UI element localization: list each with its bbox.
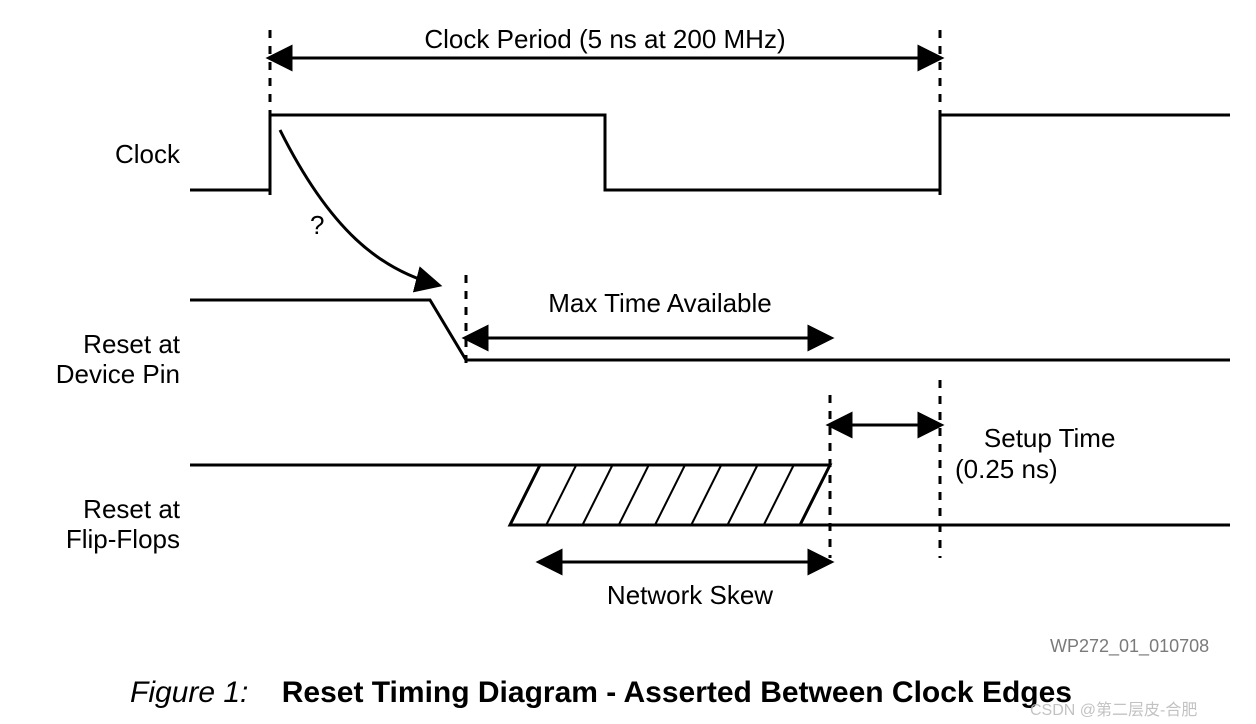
figure-caption: Figure 1: Reset Timing Diagram - Asserte… [130, 676, 1072, 710]
figure-ref: WP272_01_010708 [1050, 636, 1209, 657]
figure-title: Reset Timing Diagram - Asserted Between … [282, 676, 1072, 709]
reset-ff-label-text: Reset at Flip-Flops [66, 494, 180, 554]
timing-diagram-svg [0, 0, 1256, 724]
network-skew-text: Network Skew [560, 580, 820, 611]
clock-label-text: Clock [115, 139, 180, 169]
clock-period-text: Clock Period (5 ns at 200 MHz) [370, 24, 840, 55]
reset-pin-label-text: Reset at Device Pin [56, 329, 180, 389]
question-text: ? [310, 210, 324, 241]
setup-time-text: Setup Time (0.25 ns) [955, 392, 1155, 517]
figure-number: Figure 1: [130, 676, 248, 709]
reset-ff-label: Reset at Flip-Flops [54, 465, 180, 585]
max-time-text: Max Time Available [500, 288, 820, 319]
clock-label: Clock [115, 140, 180, 170]
diagram-container: Clock Reset at Device Pin Reset at Flip-… [0, 0, 1256, 724]
watermark: CSDN @第二层皮-合肥 [1030, 696, 1197, 720]
reset-pin-label: Reset at Device Pin [54, 300, 180, 420]
